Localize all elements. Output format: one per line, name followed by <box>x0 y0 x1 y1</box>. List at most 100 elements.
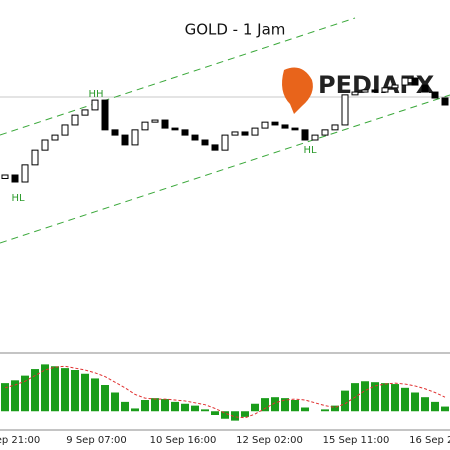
histogram-bar <box>411 392 419 412</box>
histogram-bar <box>111 392 119 412</box>
candle <box>411 77 419 86</box>
candle <box>11 174 19 183</box>
histogram-bar <box>121 401 129 412</box>
histogram-bar <box>71 370 79 412</box>
histogram-bar <box>41 364 49 412</box>
candle <box>431 91 439 99</box>
x-tick-label: 12 Sep 02:00 <box>236 435 303 446</box>
candle <box>261 121 269 129</box>
candle <box>301 129 309 141</box>
candle <box>171 127 179 131</box>
histogram-bar <box>361 381 369 412</box>
candle <box>41 139 49 151</box>
candle <box>311 134 319 141</box>
histogram-bar <box>201 409 209 412</box>
histogram-bar <box>61 368 69 412</box>
candle <box>141 121 149 131</box>
candle <box>341 94 349 126</box>
candle <box>1 174 9 179</box>
candle <box>101 99 109 131</box>
histogram-bar <box>341 390 349 412</box>
candle <box>251 127 259 136</box>
candle <box>321 129 329 136</box>
chart-title: GOLD - 1 Jam <box>185 21 286 39</box>
annotation: HL <box>11 193 25 204</box>
candle <box>111 129 119 136</box>
histogram-bar <box>291 400 299 412</box>
candle <box>91 99 99 111</box>
histogram-bar <box>191 405 199 412</box>
candle <box>221 134 229 151</box>
histogram-bar <box>391 384 399 412</box>
candle <box>211 144 219 151</box>
histogram-bar <box>231 411 239 421</box>
candle <box>281 124 289 129</box>
candle <box>381 87 389 93</box>
histogram-bar <box>1 383 9 412</box>
channel-line <box>0 17 356 136</box>
x-tick-label: 9 Sep 07:00 <box>66 435 126 446</box>
histogram-bar <box>161 399 169 412</box>
candle <box>61 124 69 136</box>
histogram-bar <box>371 382 379 412</box>
x-tick-label: 16 Sep 20:00 <box>409 435 450 446</box>
histogram-bar <box>401 387 409 412</box>
candle <box>81 109 89 116</box>
histogram-bar <box>251 403 259 412</box>
histogram-bar <box>91 378 99 412</box>
candle <box>161 119 169 129</box>
histogram-bar <box>221 411 229 419</box>
histogram-bar <box>31 369 39 412</box>
histogram-bar <box>171 401 179 412</box>
histogram-bar <box>131 408 139 412</box>
annotation: HL <box>303 145 317 156</box>
histogram-bar <box>261 398 269 412</box>
candle <box>331 124 339 131</box>
candle <box>391 84 399 89</box>
candle <box>371 89 379 93</box>
candle <box>241 131 249 136</box>
histogram-bar <box>141 400 149 412</box>
x-tick-label: 15 Sep 11:00 <box>323 435 390 446</box>
candle <box>151 119 159 123</box>
signal-line <box>4 365 446 419</box>
histogram-bar <box>51 366 59 412</box>
candle <box>361 89 369 93</box>
histogram-bar <box>11 380 19 412</box>
x-tick-label: 10 Sep 16:00 <box>150 435 217 446</box>
histogram-bar <box>331 405 339 412</box>
candle <box>231 131 239 136</box>
histogram-bar <box>101 385 109 412</box>
candle <box>71 114 79 126</box>
candle <box>401 77 409 86</box>
logo-mark <box>282 67 313 114</box>
candle <box>51 134 59 141</box>
histogram-bar <box>441 406 449 412</box>
candle <box>291 127 299 131</box>
histogram-bar <box>151 398 159 412</box>
candle <box>441 97 449 106</box>
candle <box>351 91 359 96</box>
annotation: HH <box>88 89 103 100</box>
candle <box>271 121 279 126</box>
candle <box>21 164 29 183</box>
candle <box>131 129 139 146</box>
histogram-bar <box>431 401 439 412</box>
candle <box>191 134 199 141</box>
candle <box>201 139 209 146</box>
histogram-bar <box>281 398 289 412</box>
histogram-bar <box>211 411 219 415</box>
histogram-bar <box>241 411 249 417</box>
x-tick-label: 8 Sep 21:00 <box>0 435 40 446</box>
candle <box>181 129 189 136</box>
histogram-bar <box>21 375 29 412</box>
histogram-bar <box>421 397 429 412</box>
histogram-bar <box>181 403 189 412</box>
candle <box>121 134 129 146</box>
channel-line <box>0 94 450 244</box>
histogram-bar <box>271 397 279 412</box>
histogram-bar <box>321 409 329 412</box>
histogram-bar <box>381 383 389 412</box>
candle <box>31 149 39 166</box>
